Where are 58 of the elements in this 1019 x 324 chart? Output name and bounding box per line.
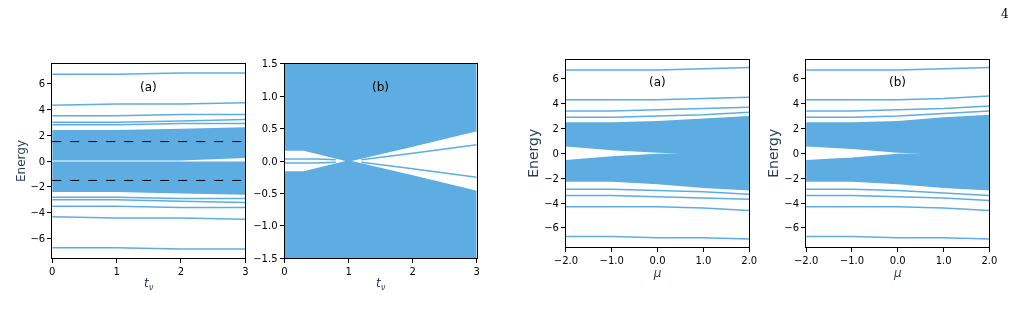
y-tick-label: −2: [784, 172, 800, 184]
y-tick-label: −2: [544, 172, 559, 184]
x-tick-label: 1: [113, 266, 120, 278]
x-tick-label: 0.0: [889, 254, 906, 266]
x-tick-label: 2: [177, 266, 185, 278]
x-axis-title: μ: [892, 265, 902, 280]
y-tick-label: −6: [784, 222, 800, 234]
y-tick-label: 4: [552, 98, 559, 110]
annotation: (b): [372, 80, 389, 94]
x-tick-label: 1: [345, 266, 352, 278]
x-tick-label: 3: [473, 266, 480, 278]
x-axis-title: t$_{ν}$: [375, 276, 386, 292]
y-axis-title: Energy: [13, 140, 28, 183]
x-tick-label: −1.0: [839, 254, 865, 266]
annotation: (a): [140, 80, 157, 94]
y-tick-label: 6: [792, 73, 800, 85]
y-tick-label: 0: [38, 155, 46, 167]
y-tick-label: 4: [792, 98, 800, 110]
y-tick-label: −1.5: [253, 252, 278, 264]
y-tick-label: −0.5: [253, 187, 278, 199]
x-tick-label: 0: [49, 266, 56, 278]
y-tick-label: 1.5: [261, 58, 278, 70]
annotation: (a): [649, 75, 666, 89]
x-axis-title: t$_{ν}$: [144, 276, 154, 292]
y-tick-label: 6: [38, 77, 46, 89]
y-tick-label: −4: [30, 207, 46, 219]
y-tick-label: −2: [30, 181, 46, 193]
y-tick-label: −6: [30, 233, 46, 245]
x-tick-label: 1.0: [695, 254, 712, 266]
x-tick-label: −1.0: [599, 254, 624, 266]
y-tick-label: −4: [544, 197, 559, 209]
y-tick-label: 0.0: [261, 155, 278, 167]
x-tick-label: 0.0: [649, 254, 666, 266]
y-tick-label: 0: [552, 147, 559, 159]
y-tick-label: 2: [792, 122, 800, 134]
y-tick-label: −1.0: [253, 220, 278, 232]
text: 4: [1001, 7, 1009, 21]
y-tick-label: 0.5: [261, 123, 278, 135]
y-tick-label: −4: [784, 197, 800, 209]
x-tick-label: 1.0: [935, 254, 952, 266]
x-tick-label: 2: [409, 266, 416, 278]
x-axis-title: μ: [652, 265, 662, 280]
y-tick-label: 0: [792, 147, 800, 159]
y-axis-title: Energy: [524, 128, 541, 178]
annotation: (b): [889, 75, 906, 89]
x-tick-label: 2.0: [981, 254, 998, 266]
x-tick-label: 2.0: [741, 254, 758, 266]
x-tick-label: 3: [242, 266, 249, 278]
x-tick-label: −2.0: [553, 254, 579, 266]
y-tick-label: 6: [552, 73, 559, 85]
y-axis-title: Energy: [764, 128, 781, 178]
y-tick-label: −6: [544, 222, 559, 234]
y-tick-label: 2: [38, 129, 46, 141]
x-tick-label: −2.0: [793, 254, 819, 266]
y-tick-label: 4: [38, 103, 46, 115]
x-tick-label: 0: [281, 266, 288, 278]
y-tick-label: 1.0: [261, 90, 278, 102]
y-tick-label: 2: [552, 122, 559, 134]
